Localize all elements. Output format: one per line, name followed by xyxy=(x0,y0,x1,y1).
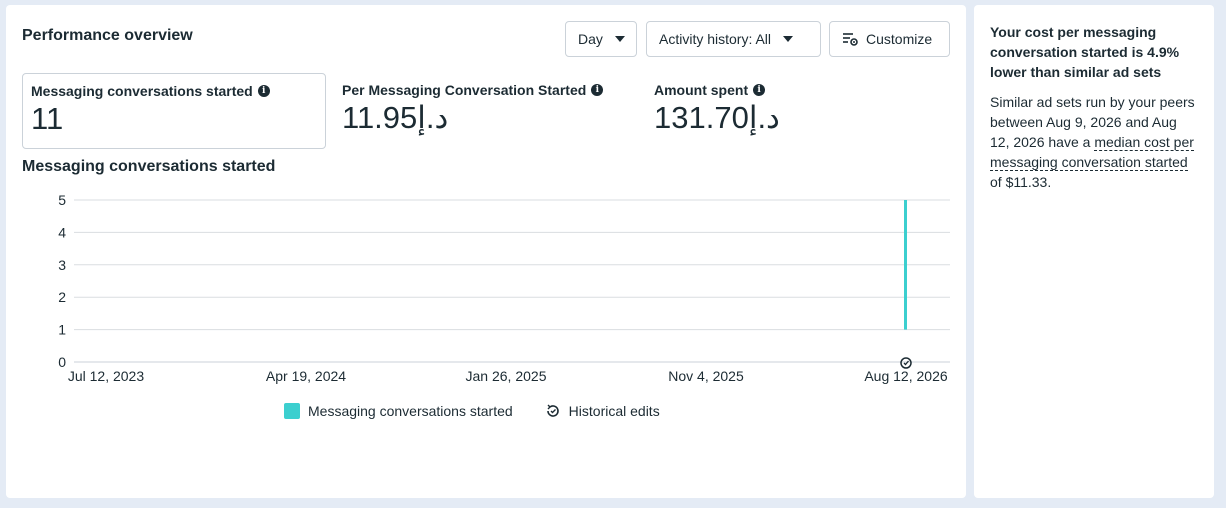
info-icon[interactable]: i xyxy=(591,84,604,96)
chart-title: Messaging conversations started xyxy=(22,158,276,175)
insight-body: Similar ad sets run by your peers betwee… xyxy=(990,92,1198,192)
metric-value: 11.95د.إ xyxy=(342,100,449,135)
y-tick-label: 4 xyxy=(58,224,66,240)
metric-label: Per Messaging Conversation Started xyxy=(342,82,587,98)
historical-edit-check xyxy=(903,360,909,366)
legend-series-label[interactable]: Messaging conversations started xyxy=(308,403,513,419)
customize-icon xyxy=(843,33,858,46)
insight-title: Your cost per messaging conversation sta… xyxy=(990,24,1180,80)
customize-label: Customize xyxy=(866,31,933,47)
historical-edits-icon xyxy=(546,404,559,417)
day-dropdown[interactable]: Day xyxy=(565,21,637,57)
info-icon[interactable]: i xyxy=(257,85,270,97)
historical-edit-marker-icon xyxy=(900,357,912,369)
info-icon[interactable]: i xyxy=(753,84,766,96)
metric-label: Amount spent xyxy=(654,82,749,98)
customize-button[interactable]: Customize xyxy=(829,21,950,57)
activity-history-dropdown[interactable]: Activity history: All xyxy=(646,21,821,57)
x-tick-label: Jul 12, 2023 xyxy=(68,368,144,384)
chart-legend: Messaging conversations started Historic… xyxy=(284,403,660,419)
metric-label: Messaging conversations started xyxy=(31,83,253,99)
cost-insight-panel: Your cost per messaging conversation sta… xyxy=(974,5,1214,498)
metric-card-conversations[interactable]: Messaging conversations started i 11 xyxy=(22,73,326,149)
x-tick-label: Apr 19, 2024 xyxy=(266,368,346,384)
y-tick-label: 3 xyxy=(58,257,66,273)
x-tick-label: Nov 4, 2025 xyxy=(668,368,744,384)
performance-overview-panel: Performance overview Day Activity histor… xyxy=(6,5,966,498)
insight-body-text: Similar ad sets run by your peers betwee… xyxy=(990,94,1195,150)
legend-edits-label[interactable]: Historical edits xyxy=(568,403,660,419)
x-tick-label: Jan 26, 2025 xyxy=(466,368,547,384)
metric-card-amount-spent[interactable]: Amount spent i 131.70د.إ xyxy=(646,73,906,149)
y-tick-label: 1 xyxy=(58,322,66,338)
page-title: Performance overview xyxy=(22,27,193,44)
y-tick-label: 0 xyxy=(58,354,66,370)
y-tick-label: 2 xyxy=(58,289,66,305)
insight-body-end: of $11.33. xyxy=(990,174,1052,190)
caret-down-icon xyxy=(614,36,625,42)
metric-value: 11 xyxy=(31,101,64,136)
legend-swatch xyxy=(284,403,300,419)
metric-card-cost-per-conversation[interactable]: Per Messaging Conversation Started i 11.… xyxy=(334,73,634,149)
data-bar xyxy=(904,200,907,330)
metric-value: 131.70د.إ xyxy=(654,100,780,135)
caret-down-icon xyxy=(783,36,794,42)
metric-label-row: Per Messaging Conversation Started i xyxy=(342,82,626,98)
metric-label-row: Messaging conversations started i xyxy=(31,83,317,99)
chart: 0 1 2 3 4 5 Jul 12, 2023 Apr 19, 2024 Jan 26, 20… xyxy=(58,192,950,384)
metric-label-row: Amount spent i xyxy=(654,82,898,98)
y-tick-label: 5 xyxy=(58,192,66,208)
day-dropdown-label: Day xyxy=(578,31,603,47)
activity-history-label: Activity history: All xyxy=(659,31,772,47)
median-cost-link[interactable]: median cost per messaging conversation s… xyxy=(990,134,1194,171)
x-tick-label: Aug 12, 2026 xyxy=(864,368,948,384)
